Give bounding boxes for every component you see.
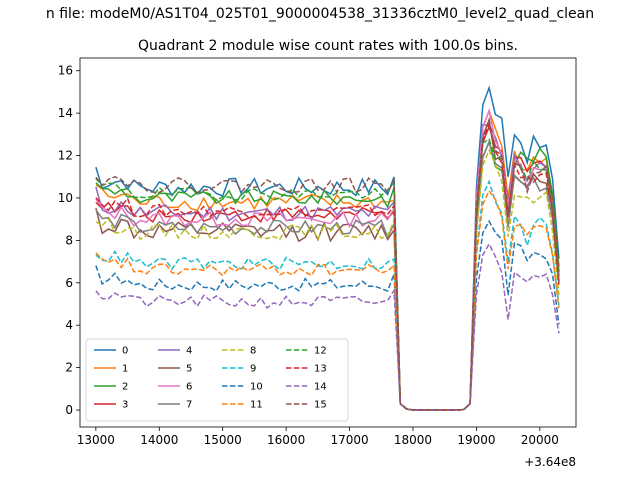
- y-tick-label: 6: [65, 276, 73, 290]
- x-tick-label: 19000: [457, 433, 495, 447]
- x-tick-label: 20000: [521, 433, 559, 447]
- legend-label-7: 7: [186, 400, 192, 411]
- legend-label-4: 4: [186, 346, 192, 357]
- series-line-10: [95, 219, 560, 411]
- series-line-9: [95, 179, 560, 411]
- x-tick-label: 15000: [204, 433, 242, 447]
- x-tick-label: 13000: [77, 433, 115, 447]
- plot-frame: [79, 57, 577, 428]
- series-line-15: [95, 117, 560, 411]
- y-tick-label: 2: [65, 361, 73, 375]
- series-line-6: [95, 108, 560, 411]
- y-tick-label: 12: [58, 149, 73, 163]
- x-tick-label: 16000: [267, 433, 305, 447]
- x-tick-label: 17000: [330, 433, 368, 447]
- legend-label-0: 0: [122, 346, 128, 357]
- chart-title: Quadrant 2 module wise count rates with …: [138, 38, 518, 54]
- legend-label-14: 14: [314, 382, 327, 393]
- legend-label-13: 13: [314, 364, 327, 375]
- legend-box: [85, 338, 349, 422]
- y-tick-label: 8: [65, 233, 73, 247]
- series-line-11: [95, 189, 560, 411]
- legend-label-2: 2: [122, 382, 128, 393]
- figure-suptitle: n file: modeM0/AS1T04_025T01_9000004538_…: [46, 6, 594, 22]
- legend-label-15: 15: [314, 400, 327, 411]
- legend-label-11: 11: [250, 400, 263, 411]
- y-tick-label: 0: [65, 403, 73, 417]
- legend-label-3: 3: [122, 400, 128, 411]
- series-layer: [95, 85, 560, 411]
- x-tick-label: 18000: [394, 433, 432, 447]
- legend-label-5: 5: [186, 364, 192, 375]
- series-line-14: [95, 242, 560, 411]
- legend-label-12: 12: [314, 346, 327, 357]
- x-offset-label: +3.64e8: [524, 455, 576, 469]
- legend-label-1: 1: [122, 364, 128, 375]
- y-tick-label: 10: [58, 191, 73, 205]
- x-axis: 13000 14000 15000 16000 17000 18000 19000 20000: [77, 427, 559, 447]
- series-line-13: [95, 121, 560, 411]
- legend-label-10: 10: [250, 382, 263, 393]
- y-tick-label: 16: [58, 64, 73, 78]
- y-axis: 0 2 4 6 8 10 12 14 16: [58, 64, 80, 417]
- x-tick-label: 14000: [140, 433, 178, 447]
- legend-label-8: 8: [250, 346, 256, 357]
- y-tick-label: 4: [65, 318, 73, 332]
- series-line-8: [95, 148, 560, 411]
- legend-label-9: 9: [250, 364, 256, 375]
- legend-label-6: 6: [186, 382, 192, 393]
- y-tick-label: 14: [58, 106, 73, 120]
